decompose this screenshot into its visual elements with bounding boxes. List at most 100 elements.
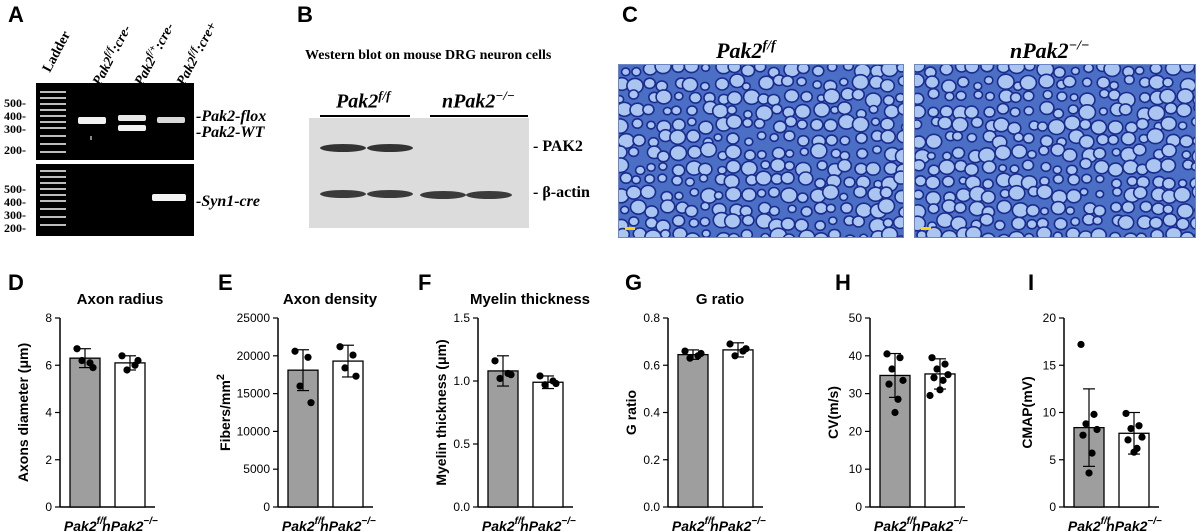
axon <box>786 150 793 157</box>
axon <box>1151 230 1163 237</box>
panel-label-a: A <box>8 2 24 27</box>
axon <box>1110 233 1120 237</box>
y-tick-label: 5000 <box>243 462 270 476</box>
axon <box>896 149 903 163</box>
chart-title: G ratio <box>696 291 744 308</box>
axon <box>867 163 880 175</box>
axon <box>857 176 870 188</box>
axon <box>1163 178 1175 189</box>
y-tick-label: 20 <box>1043 311 1057 325</box>
axon <box>902 125 903 130</box>
axon <box>742 230 752 237</box>
axon <box>649 138 658 147</box>
axon <box>1091 121 1106 134</box>
axon <box>718 152 727 160</box>
y-axis-label: Fibers/mm2 <box>215 374 233 451</box>
axon <box>784 65 799 77</box>
data-point <box>552 379 560 388</box>
axon <box>853 75 868 89</box>
axon <box>1134 144 1146 155</box>
x-category-label: Pak2f/f <box>1068 516 1112 532</box>
axon <box>670 146 686 160</box>
axon <box>627 186 641 199</box>
bar-1 <box>532 381 564 508</box>
axon <box>885 105 898 118</box>
axon <box>672 176 682 185</box>
axon <box>659 163 667 170</box>
y-tick-label: 2 <box>45 453 52 467</box>
axon <box>939 117 951 129</box>
axon <box>1072 68 1079 74</box>
axon <box>998 75 1014 89</box>
axon <box>755 119 764 128</box>
axon <box>1067 228 1079 237</box>
x-category-label: Pak2f/f <box>64 516 108 532</box>
y-tick-label: 15 <box>1043 358 1057 372</box>
data-point <box>291 347 299 355</box>
axon <box>619 78 628 90</box>
axon <box>957 92 966 100</box>
axon <box>1054 166 1061 173</box>
axon <box>772 174 782 184</box>
axon <box>882 228 897 237</box>
axon <box>926 192 940 205</box>
axon <box>629 217 638 226</box>
axon <box>1126 123 1137 133</box>
axon <box>915 205 925 218</box>
axon <box>1071 218 1079 225</box>
panel-label-f: F <box>418 270 432 295</box>
axon <box>686 206 697 216</box>
axon <box>1051 144 1064 156</box>
axon <box>1146 159 1162 173</box>
axon <box>704 93 715 103</box>
data-point <box>888 365 896 373</box>
axon <box>866 93 881 107</box>
data-point <box>726 340 734 348</box>
axon <box>770 134 778 141</box>
axon <box>915 106 925 118</box>
axon <box>1140 93 1150 102</box>
axon <box>1137 119 1148 129</box>
axon <box>772 105 782 113</box>
axon <box>1021 76 1036 90</box>
axon <box>686 233 699 237</box>
axon <box>1041 136 1052 146</box>
ladder-tick-bottom-300: 300- <box>4 208 26 222</box>
y-tick-label: 1.5 <box>453 311 470 325</box>
axon <box>1083 78 1091 86</box>
axon <box>957 189 970 201</box>
axon <box>1079 105 1095 119</box>
axon <box>1096 176 1103 182</box>
axon <box>983 161 996 173</box>
axon <box>1193 138 1195 144</box>
axon <box>1013 203 1028 217</box>
axon <box>965 106 978 118</box>
axon <box>829 217 836 224</box>
y-tick-label: 0 <box>263 500 270 514</box>
axon <box>801 92 812 101</box>
axon <box>943 177 954 186</box>
axon <box>1079 231 1092 237</box>
axon <box>842 89 854 100</box>
axon <box>1166 228 1181 237</box>
axon <box>619 189 628 202</box>
axon <box>1069 105 1078 113</box>
data-point <box>1088 449 1096 457</box>
axon <box>673 228 687 237</box>
axon <box>643 105 654 114</box>
bar-0 <box>287 369 319 508</box>
axon <box>1080 93 1095 107</box>
axon <box>1025 234 1033 237</box>
nerve-cross-section-knockout <box>915 65 1195 237</box>
axon <box>1093 217 1102 224</box>
axon <box>798 193 808 202</box>
y-tick-label: 50 <box>849 311 863 325</box>
axon <box>953 132 962 140</box>
data-point <box>1077 340 1085 349</box>
axon <box>844 65 853 70</box>
axon <box>953 148 964 158</box>
axon <box>661 230 670 237</box>
axon <box>798 65 809 73</box>
axon <box>881 187 892 198</box>
